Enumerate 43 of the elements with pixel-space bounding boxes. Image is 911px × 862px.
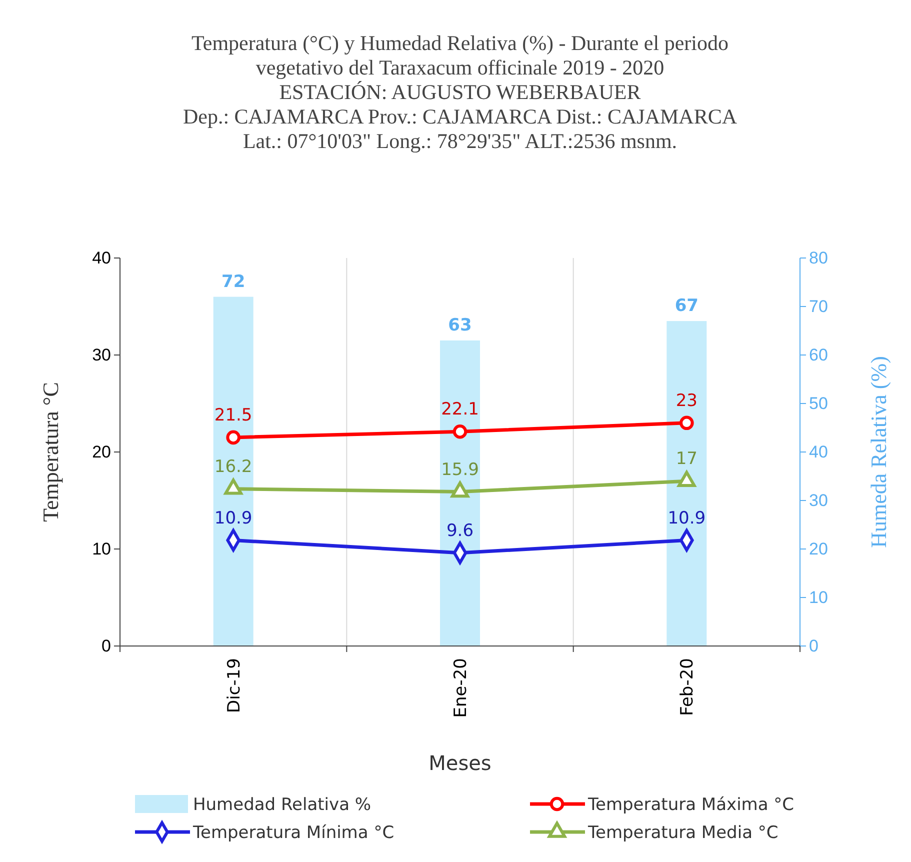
data-label: 9.6: [446, 520, 474, 541]
data-label: 10.9: [668, 508, 706, 528]
y2-tick-label: 60: [809, 345, 828, 364]
x-axis-title: Meses: [428, 751, 492, 775]
data-label: 63: [448, 315, 472, 336]
data-label: 21.5: [214, 405, 252, 426]
data-label: 10.9: [214, 508, 252, 528]
y2-tick-label: 0: [809, 636, 818, 656]
y2-tick-label: 10: [809, 588, 828, 607]
y-tick-label: 30: [92, 345, 111, 364]
bar: [666, 321, 707, 646]
data-label: 16.2: [214, 456, 252, 477]
point: [452, 424, 468, 439]
y2-axis-title: Humeda Relativa (%): [866, 356, 891, 548]
y-tick-label: 40: [92, 248, 111, 268]
legend-label: Temperatura Máxima °C: [587, 795, 794, 815]
y-axis-title: Temperatura °C: [38, 382, 63, 522]
y2-tick-label: 40: [809, 442, 828, 462]
point: [680, 416, 694, 430]
data-label: 72: [221, 272, 246, 292]
bar: [440, 340, 480, 646]
data-label: 22.1: [441, 400, 479, 420]
legend-label: Temperatura Media °C: [587, 823, 778, 843]
y-tick-label: 0: [102, 636, 111, 656]
legend-label: Humedad Relativa %: [193, 795, 372, 815]
data-label: 15.9: [441, 460, 479, 480]
y-tick-label: 10: [92, 539, 111, 558]
chart-title: Temperatura (°C) y Humedad Relativa (%) - Durante el periodo vegetativo del Taraxacum officinale 2019 - 2020 ESTACIÓN: AUGUSTO WEBERBAUER Dep.: CAJAMARCA Prov.: CAJAMARCA Dist.: CAJAMARCA Lat.: 07°10'03" Long.: 78°29'35" ALT.:2536 msnm.: [182, 31, 738, 153]
x-tick-label: Dic-19: [224, 658, 244, 713]
x-tick-label: Ene-20: [451, 658, 471, 718]
y-tick-label: 20: [92, 442, 111, 462]
y2-tick-label: 70: [809, 296, 828, 316]
legend-label: Temperatura Mínima °C: [192, 823, 394, 843]
y2-tick-label: 50: [809, 394, 828, 413]
data-label: 23: [676, 390, 698, 411]
y2-tick-label: 30: [809, 490, 828, 510]
data-label: 17: [676, 449, 698, 470]
y2-tick-label: 80: [809, 248, 828, 268]
bar: [213, 296, 254, 646]
y2-tick-label: 20: [809, 539, 828, 558]
data-label: 67: [674, 296, 699, 316]
point: [226, 430, 240, 445]
x-tick-label: Feb-20: [678, 658, 698, 716]
